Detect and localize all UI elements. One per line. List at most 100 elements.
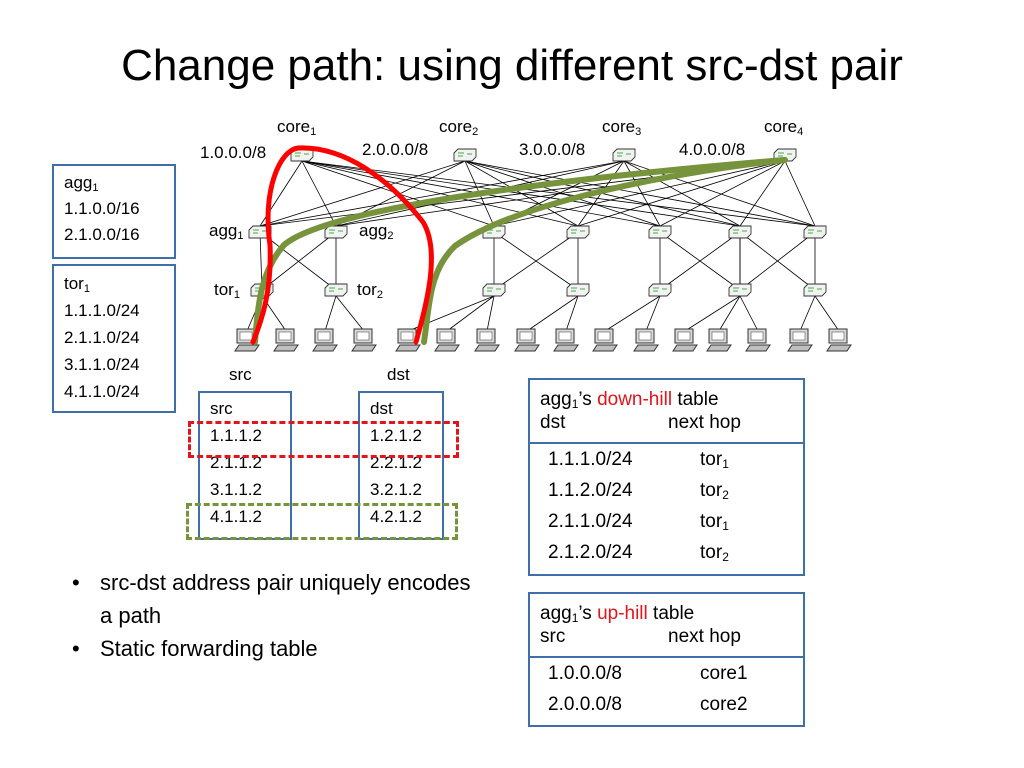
host-screen [792, 331, 806, 341]
network-link [301, 160, 337, 227]
host-computer-icon [312, 328, 338, 352]
network-link [684, 295, 741, 332]
red-pair-highlight [188, 421, 459, 458]
host-computer-icon [434, 328, 460, 352]
switch-leds [295, 152, 309, 157]
dst-address: 4.2.1.2 [370, 507, 422, 526]
src-address: 3.1.1.2 [210, 480, 262, 499]
host-screen [597, 331, 611, 341]
network-link [645, 295, 661, 332]
switch-body [648, 283, 672, 297]
table-row: 1.1.1.0/24 tor1 [548, 449, 729, 471]
path-overlays [250, 145, 788, 345]
network-link [565, 295, 579, 332]
downhill-keyword: down-hill [597, 389, 673, 410]
host-keyboard [592, 344, 618, 352]
green-pair-highlight [186, 503, 458, 540]
host-screen [439, 331, 453, 341]
switch-leds [617, 152, 631, 157]
table-row: 2.1.2.0/24 tor2 [548, 542, 729, 564]
network-link [493, 231, 579, 291]
host-screen [750, 331, 764, 341]
core-2-prefix: 2.0.0.0/8 [362, 140, 429, 159]
uphill-table-caption: agg1’s up-hill table [540, 603, 695, 625]
switch-body [566, 283, 590, 297]
device-group [234, 148, 852, 352]
host-computer-icon [706, 328, 732, 352]
host-keyboard [395, 344, 421, 352]
tor-box-prefix: 4.1.1.0/24 [64, 382, 140, 401]
switch-leds [778, 152, 792, 157]
downhill-table-header: dst next hop [540, 412, 741, 433]
switch-leds [808, 287, 822, 292]
switch-body [324, 283, 348, 297]
tor-prefix-box: tor1 1.1.1.0/24 2.1.1.0/24 3.1.1.0/24 4.… [52, 264, 176, 413]
network-link [335, 295, 365, 332]
host-screen [677, 331, 691, 341]
switch-body [728, 225, 752, 239]
host-keyboard [273, 344, 299, 352]
switch-leds [571, 229, 585, 234]
host-screen [479, 331, 493, 341]
network-link [259, 231, 337, 291]
network-link [261, 231, 337, 291]
tor-2-label: tor2 [357, 280, 383, 301]
host-screen [638, 331, 652, 341]
agg-switch-icon [566, 225, 590, 239]
switch-body [324, 225, 348, 239]
host-keyboard [633, 344, 659, 352]
network-link [493, 160, 786, 227]
core-3-prefix: 3.0.0.0/8 [519, 140, 586, 159]
switch-body [728, 283, 752, 297]
dst-address-list: dst 1.2.1.2 2.2.1.2 3.2.1.2 4.2.1.2 [358, 391, 444, 540]
tor-switch-icon [728, 283, 752, 297]
switch-leds [571, 287, 585, 292]
host-keyboard [474, 344, 500, 352]
network-link [604, 295, 661, 332]
network-link [739, 160, 786, 227]
host-computer-icon [273, 328, 299, 352]
green-path-dst [421, 157, 788, 345]
tor-box-title: tor1 [64, 274, 90, 295]
host-screen [400, 331, 414, 341]
bullet-item: • Static forwarding table [72, 636, 318, 661]
table-row: 2.1.1.0/24 tor1 [548, 511, 729, 533]
agg-switch-icon [248, 225, 272, 239]
network-link [259, 160, 466, 227]
switch-leds [653, 287, 667, 292]
core-2-label: core2 [439, 117, 479, 138]
network-link [739, 231, 816, 291]
host-keyboard [234, 344, 260, 352]
host-screen [711, 331, 725, 341]
network-link [259, 160, 625, 227]
host-computer-icon [395, 328, 421, 352]
switch-body [482, 283, 506, 297]
host-computer-icon [474, 328, 500, 352]
host-computer-icon [826, 328, 852, 352]
tor-switch-icon [566, 283, 590, 297]
network-link [739, 295, 759, 332]
agg-box-title: agg1 [64, 173, 99, 194]
switch-body [803, 225, 827, 239]
host-computer-icon [553, 328, 579, 352]
core-switch-icon [453, 148, 477, 162]
host-screen [831, 331, 845, 341]
host-computer-icon [514, 328, 540, 352]
table-row: 2.0.0.0/8 core2 [548, 694, 748, 715]
switch-leds [329, 229, 343, 234]
network-link [446, 295, 495, 332]
uphill-table: agg1’s up-hill table src next hop 1.0.0.0… [528, 592, 805, 727]
agg-switch-icon [728, 225, 752, 239]
dst-list-header: dst [370, 399, 393, 418]
network-link [659, 160, 786, 227]
host-computer-icon [633, 328, 659, 352]
core-1-prefix: 1.0.0.0/8 [200, 143, 267, 162]
host-screen [239, 331, 253, 341]
switch-body [803, 283, 827, 297]
slide-title: Change path: using different src-dst pai… [121, 41, 903, 90]
network-link [799, 295, 816, 332]
host-keyboard [706, 344, 732, 352]
table-row: 1.1.2.0/24 tor2 [548, 480, 729, 502]
src-address-list: src 1.1.1.2 2.1.1.2 3.1.1.2 4.1.1.2 [198, 391, 292, 540]
host-keyboard [826, 344, 852, 352]
